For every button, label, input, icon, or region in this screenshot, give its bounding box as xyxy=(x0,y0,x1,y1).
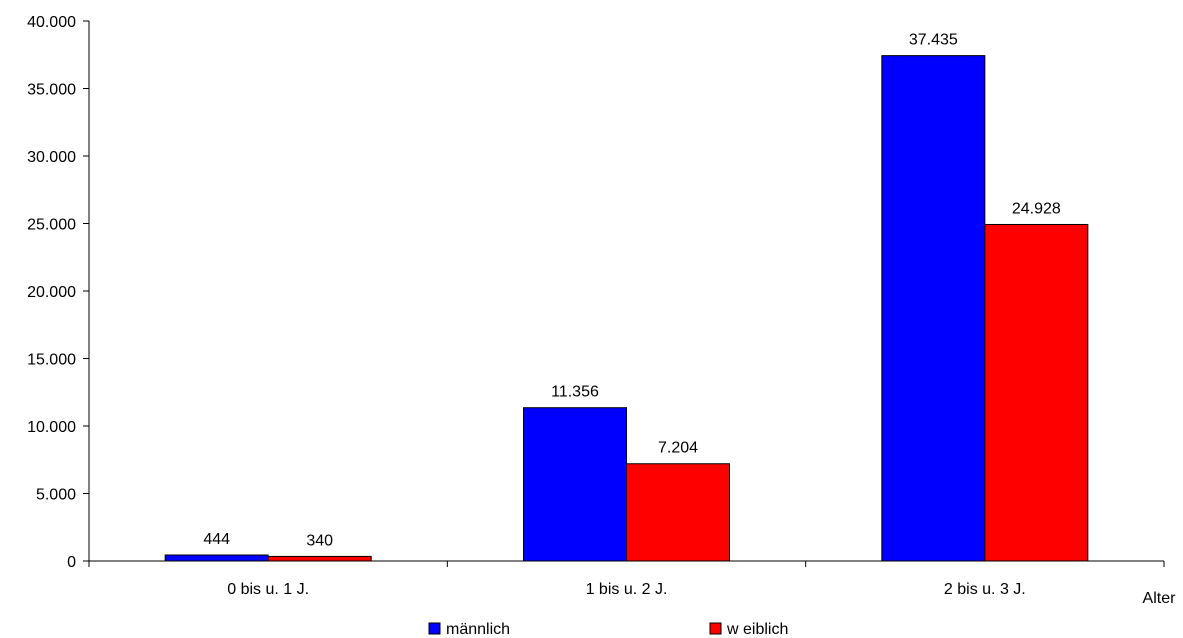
data-label: 444 xyxy=(203,531,230,548)
y-tick-label: 40.000 xyxy=(27,14,76,31)
bar-weiblich xyxy=(984,223,1089,562)
y-tick-label: 25.000 xyxy=(27,217,76,234)
bar-weiblich xyxy=(267,555,372,562)
y-tick-label: 10.000 xyxy=(27,419,76,436)
y-tick-label: 5.000 xyxy=(36,487,76,504)
x-axis-title: Alter xyxy=(1143,590,1177,607)
legend-label: w eiblich xyxy=(726,621,788,638)
data-label: 24.928 xyxy=(1012,200,1061,217)
data-label: 340 xyxy=(306,532,333,549)
data-label: 11.356 xyxy=(551,384,599,401)
bars: 444 11.356 37.435 340 7.204 24.928 xyxy=(164,32,1089,562)
y-tick-label: 0 xyxy=(67,554,76,571)
y-axis: 0 5.000 10.000 15.000 20.000 25.000 30.000 35.0… xyxy=(27,14,90,571)
bar-maennlich xyxy=(164,554,269,562)
legend-swatch xyxy=(709,622,722,635)
x-tick-label: 0 bis u. 1 J. xyxy=(227,581,309,598)
data-label: 37.435 xyxy=(909,32,958,49)
bar-maennlich xyxy=(881,55,986,562)
legend-swatch xyxy=(428,622,441,635)
x-axis: Alter 0 bis u. 1 J. 1 bis u. 2 J. 2 bis u.… xyxy=(88,560,1177,607)
x-tick-label: 2 bis u. 3 J. xyxy=(944,581,1026,598)
bar-maennlich xyxy=(523,407,627,562)
legend-label: männlich xyxy=(446,621,510,638)
x-tick-label: 1 bis u. 2 J. xyxy=(586,581,668,598)
y-tick-label: 30.000 xyxy=(27,149,76,166)
y-tick-label: 15.000 xyxy=(27,352,76,369)
data-label: 7.204 xyxy=(658,440,698,457)
y-tick-label: 20.000 xyxy=(27,284,76,301)
bar-weiblich xyxy=(626,463,730,562)
y-tick-label: 35.000 xyxy=(27,82,76,99)
legend: männlich w eiblich xyxy=(428,621,788,638)
